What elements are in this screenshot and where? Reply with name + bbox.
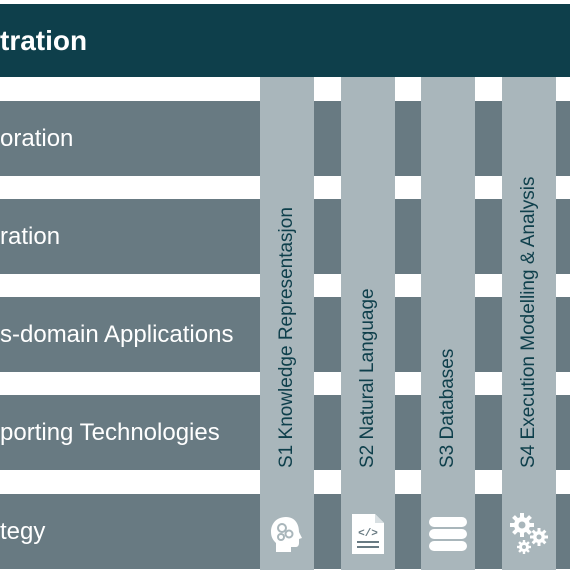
header-title: tration xyxy=(0,25,88,56)
header-bar: tration xyxy=(0,4,570,77)
row-label: porting Technologies xyxy=(0,419,220,446)
column-label: S3 Databases xyxy=(437,348,458,468)
row-label: oration xyxy=(0,125,74,152)
column-label: S2 Natural Language xyxy=(357,288,378,468)
column-label: S4 Execution Modelling & Analysis xyxy=(518,176,539,469)
column-label: S1 Knowledge Representasjon xyxy=(276,207,297,468)
head-gears-icon xyxy=(260,512,314,556)
column-s4: S4 Execution Modelling & Analysis xyxy=(502,77,556,570)
row-label: s-domain Applications xyxy=(0,321,234,348)
row-label: tegy xyxy=(0,518,46,545)
svg-text:</>: </> xyxy=(358,528,378,540)
column-s1: S1 Knowledge Representasjon xyxy=(260,77,314,570)
column-s3: S3 Databases xyxy=(421,77,475,570)
row-label: ration xyxy=(0,223,61,250)
database-icon xyxy=(421,512,475,556)
gears-icon xyxy=(502,512,556,556)
column-s2: S2 Natural Language </> xyxy=(341,77,395,570)
code-document-icon: </> xyxy=(341,512,395,556)
